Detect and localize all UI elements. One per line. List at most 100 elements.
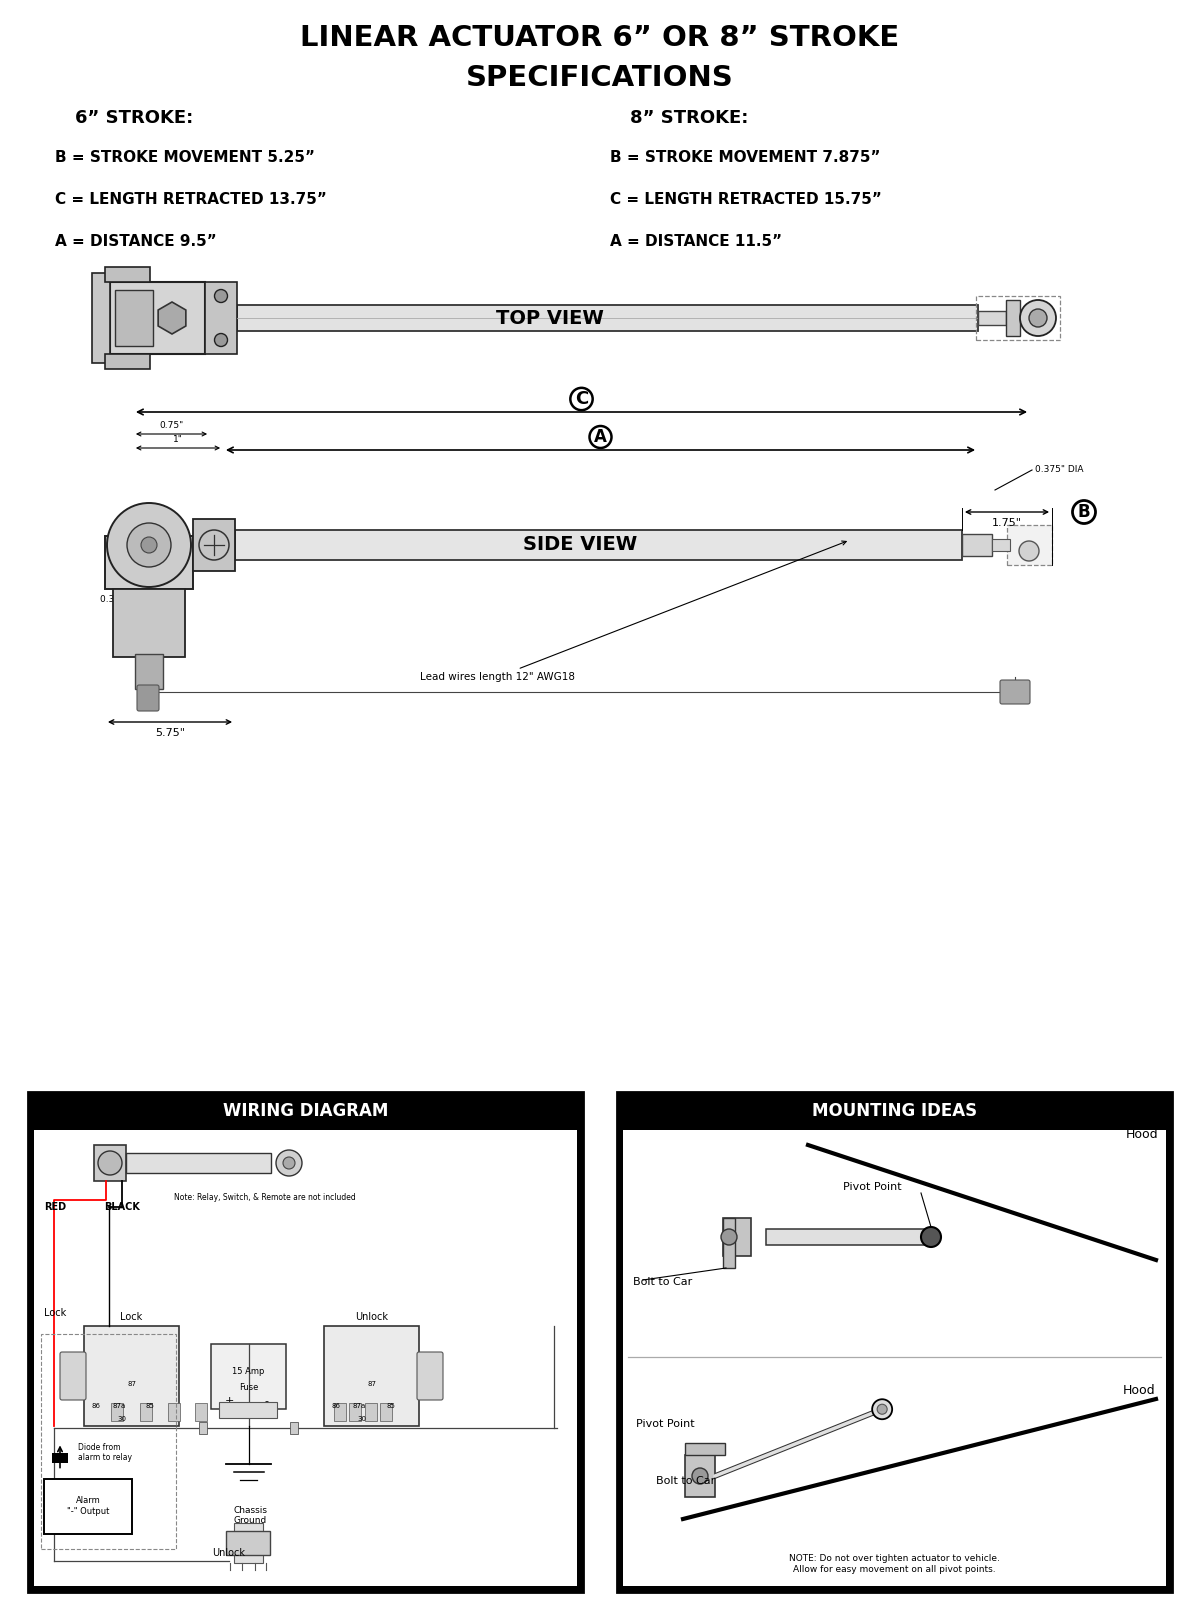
Circle shape [922,1227,941,1246]
Text: 1": 1" [173,435,182,443]
Bar [194,1403,206,1421]
Text: Lock: Lock [44,1309,66,1318]
Text: Diode from
alarm to relay: Diode from alarm to relay [78,1443,132,1462]
Text: Bolt to Car: Bolt to Car [634,1277,692,1286]
Text: WIRING DIAGRAM: WIRING DIAGRAM [223,1102,388,1120]
Text: 86: 86 [92,1403,101,1410]
Text: C = LENGTH RETRACTED 13.75”: C = LENGTH RETRACTED 13.75” [55,192,326,208]
Bar [365,1403,377,1421]
Text: 87a: 87a [112,1403,125,1410]
Bar [110,282,205,354]
Bar [134,654,163,690]
Text: 0.375" DIA: 0.375" DIA [100,595,149,605]
Bar [334,1403,346,1421]
Text: Alarm
"-" Output: Alarm "-" Output [67,1496,109,1517]
Bar [722,1218,734,1267]
Circle shape [721,1229,737,1245]
Circle shape [872,1400,892,1419]
Bar [380,1403,392,1421]
Text: 8” STROKE:: 8” STROKE: [630,109,749,126]
Text: 0.75": 0.75" [160,421,184,430]
Bar [94,1146,126,1181]
Bar [685,1443,725,1454]
Text: NOTE: Do not over tighten actuator to vehicle.
Allow for easy movement on all pi: NOTE: Do not over tighten actuator to ve… [790,1554,1000,1574]
Bar [978,312,1006,325]
Bar [44,1478,132,1533]
Circle shape [1020,301,1056,336]
Text: Chassis
Ground: Chassis Ground [234,1506,268,1525]
Text: SIDE VIEW: SIDE VIEW [523,536,637,555]
Circle shape [1019,541,1039,562]
Bar [140,1403,152,1421]
FancyBboxPatch shape [137,685,158,710]
Circle shape [276,1150,302,1176]
Bar [106,536,193,589]
Text: 30: 30 [118,1416,126,1422]
Text: 87a: 87a [352,1403,365,1410]
Text: 5.75": 5.75" [155,728,185,738]
Text: 0.375" DIA: 0.375" DIA [1036,466,1084,475]
Circle shape [692,1469,708,1485]
Circle shape [107,502,191,587]
Text: 85: 85 [386,1403,395,1410]
Bar [110,1403,122,1421]
Bar [236,306,978,331]
Text: 6” STROKE:: 6” STROKE: [74,109,193,126]
Text: +: + [224,1395,234,1406]
Text: RED: RED [44,1202,66,1213]
Circle shape [142,538,157,554]
Bar [211,1344,286,1408]
Bar [235,530,962,560]
Text: Bolt to Car: Bolt to Car [656,1475,715,1486]
Text: Unlock: Unlock [212,1549,246,1558]
Circle shape [215,290,228,302]
Bar [623,1130,1166,1586]
Bar [28,1091,583,1592]
Text: LINEAR ACTUATOR 6” OR 8” STROKE: LINEAR ACTUATOR 6” OR 8” STROKE [300,24,900,51]
Circle shape [215,333,228,347]
Bar [227,1531,270,1555]
Circle shape [98,1150,122,1174]
Bar [962,534,992,555]
Bar [52,1453,68,1462]
Bar [168,1403,180,1421]
Circle shape [1030,309,1046,326]
Text: A: A [594,427,607,446]
FancyBboxPatch shape [60,1352,86,1400]
Bar [722,1218,751,1256]
Text: A = DISTANCE 9.5”: A = DISTANCE 9.5” [55,235,217,250]
Bar [1007,525,1052,565]
Bar [992,539,1010,550]
Text: TOP VIEW: TOP VIEW [496,309,604,328]
Text: Hood: Hood [1123,1384,1156,1397]
Bar [113,589,185,658]
Bar [205,282,236,354]
Bar [106,354,150,370]
FancyBboxPatch shape [418,1352,443,1400]
Text: -: - [264,1395,268,1406]
Text: A = DISTANCE 11.5”: A = DISTANCE 11.5” [610,235,782,250]
Bar [617,1091,1172,1592]
Text: C: C [575,390,588,408]
Bar [84,1326,179,1426]
Text: 15 Amp: 15 Amp [233,1366,265,1376]
Text: Fuse: Fuse [239,1384,258,1392]
Bar [349,1403,361,1421]
Bar [193,518,235,571]
Text: 30: 30 [358,1416,366,1422]
Text: 87: 87 [367,1381,376,1387]
Text: B = STROKE MOVEMENT 7.875”: B = STROKE MOVEMENT 7.875” [610,150,881,165]
Text: B: B [1078,502,1091,522]
Bar [92,274,110,363]
Text: Lock: Lock [120,1312,143,1322]
Bar [290,1422,298,1434]
Text: C = LENGTH RETRACTED 15.75”: C = LENGTH RETRACTED 15.75” [610,192,882,208]
Bar [1006,301,1020,336]
Text: 85: 85 [146,1403,155,1410]
FancyBboxPatch shape [1000,680,1030,704]
Bar [28,1091,583,1130]
Bar [976,296,1060,341]
Text: Hood: Hood [1126,1128,1159,1141]
Bar [106,267,150,282]
Bar [126,1154,271,1173]
